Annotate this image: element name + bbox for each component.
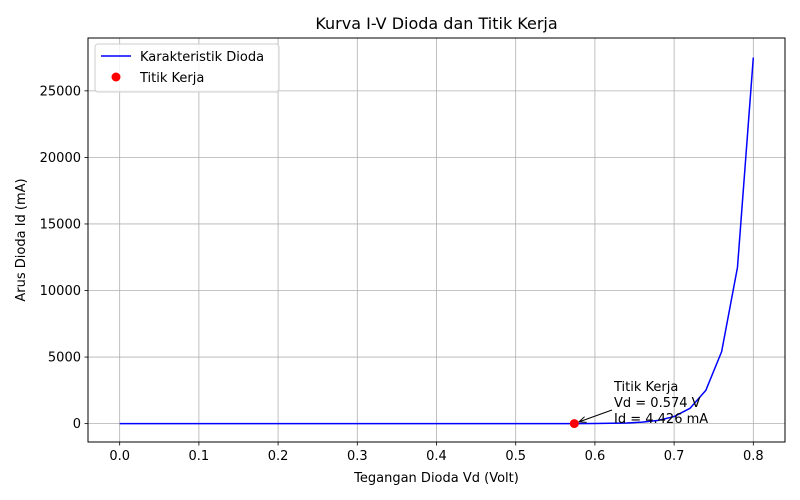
y-tick-label: 15000	[40, 217, 81, 232]
annotation: Titik Kerja Vd = 0.574 V Id = 4.426 mA	[577, 380, 708, 427]
y-tick-label: 5000	[48, 351, 81, 366]
legend-label-point: Titik Kerja	[139, 71, 204, 86]
y-tick-label: 25000	[40, 84, 81, 99]
x-tick-label: 0.2	[268, 449, 289, 464]
x-tick-label: 0.4	[426, 449, 447, 464]
chart-title: Kurva I-V Dioda dan Titik Kerja	[315, 14, 557, 33]
x-tick-label: 0.8	[743, 449, 764, 464]
legend-label-series: Karakteristik Dioda	[140, 50, 264, 65]
annotation-arrowhead	[577, 416, 587, 423]
annotation-arrow	[578, 409, 613, 423]
x-axis-title: Tegangan Dioda Vd (Volt)	[353, 471, 519, 486]
operating-point-marker	[569, 419, 579, 429]
annotation-voltage: Vd = 0.574 V	[614, 396, 701, 411]
x-axis-ticks: 0.0 0.1 0.2 0.3 0.4 0.5 0.6 0.7 0.8	[109, 442, 764, 464]
y-tick-label: 20000	[40, 151, 81, 166]
x-tick-label: 0.3	[347, 449, 368, 464]
x-tick-label: 0.0	[109, 449, 130, 464]
y-tick-label: 10000	[40, 284, 81, 299]
x-tick-label: 0.5	[505, 449, 526, 464]
series-line	[119, 57, 755, 425]
annotation-label: Titik Kerja	[613, 380, 678, 395]
legend-point-swatch	[111, 72, 121, 82]
plot-frame	[87, 37, 786, 443]
annotation-current: Id = 4.426 mA	[614, 412, 708, 427]
x-tick-label: 0.1	[189, 449, 210, 464]
y-axis-ticks: 0 5000 10000 15000 20000 25000	[40, 84, 88, 432]
series-layer	[119, 57, 755, 425]
legend: Karakteristik Dioda Titik Kerja	[94, 43, 280, 93]
x-tick-label: 0.6	[585, 449, 606, 464]
y-tick-label: 0	[73, 417, 81, 432]
points-layer	[569, 419, 579, 429]
legend-box	[94, 43, 280, 93]
y-axis-title: Arus Dioda Id (mA)	[14, 178, 29, 301]
x-tick-label: 0.7	[664, 449, 685, 464]
